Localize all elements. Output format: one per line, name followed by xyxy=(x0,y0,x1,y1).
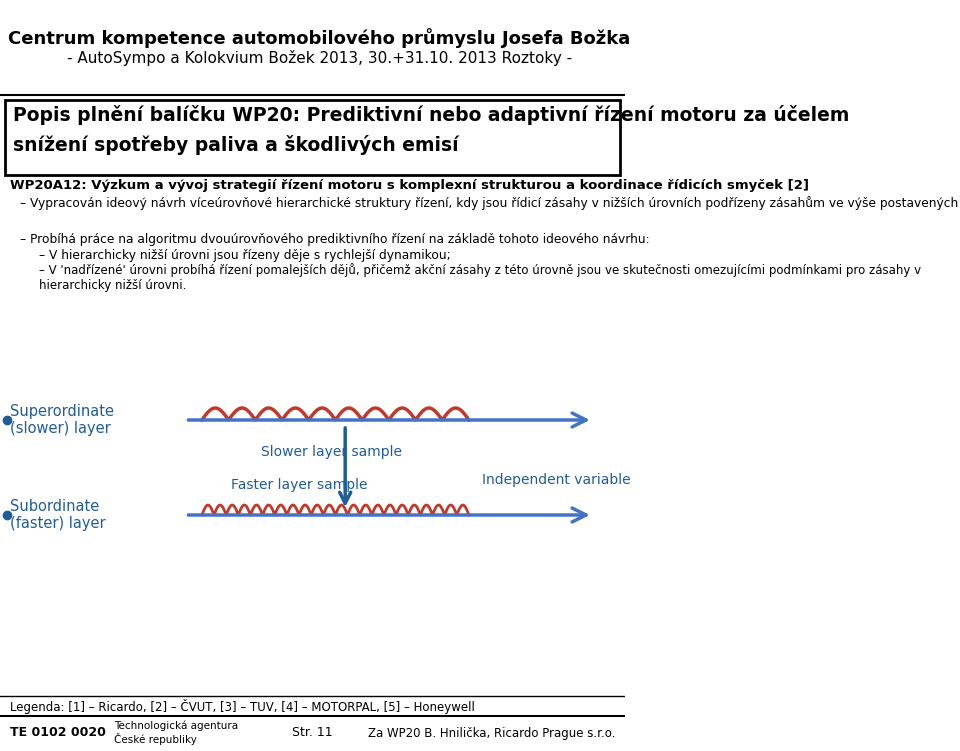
Text: Faster layer sample: Faster layer sample xyxy=(231,478,368,492)
Text: Legenda: [1] – Ricardo, [2] – ČVUT, [3] – TUV, [4] – MOTORPAL, [5] – Honeywell: Legenda: [1] – Ricardo, [2] – ČVUT, [3] … xyxy=(10,698,474,713)
Text: TE 0102 0020: TE 0102 0020 xyxy=(10,726,106,740)
Text: – Probíhá práce na algoritmu dvouúrovňového prediktivního řízení na základě toho: – Probíhá práce na algoritmu dvouúrovňov… xyxy=(19,234,649,246)
Text: Centrum kompetence automobilového průmyslu Josefa Božka: Centrum kompetence automobilového průmys… xyxy=(8,28,631,48)
Text: – V hierarchicky nižší úrovni jsou řízeny děje s rychlejší dynamikou;: – V hierarchicky nižší úrovni jsou řízen… xyxy=(39,249,450,263)
Text: – V 'nadřízené' úrovni probíhá řízení pomalejších dějů, přičemž akční zásahy z t: – V 'nadřízené' úrovni probíhá řízení po… xyxy=(39,264,922,292)
Text: Subordinate
(faster) layer: Subordinate (faster) layer xyxy=(10,499,106,531)
Text: WP20A12: Výzkum a vývoj strategií řízení motoru s komplexní strukturou a koordin: WP20A12: Výzkum a vývoj strategií řízení… xyxy=(10,179,808,192)
FancyBboxPatch shape xyxy=(5,100,620,175)
Text: Technologická agentura
České republiky: Technologická agentura České republiky xyxy=(114,721,238,745)
Text: Slower layer sample: Slower layer sample xyxy=(260,445,401,459)
Text: - AutoSympo a Kolokvium Božek 2013, 30.+31.10. 2013 Roztoky -: - AutoSympo a Kolokvium Božek 2013, 30.+… xyxy=(66,50,572,66)
Text: Str. 11: Str. 11 xyxy=(292,726,333,740)
Text: Za WP20 B. Hnilička, Ricardo Prague s.r.o.: Za WP20 B. Hnilička, Ricardo Prague s.r.… xyxy=(368,726,615,740)
Text: Popis plnění balíčku WP20: Prediktivní nebo adaptivní řízení motoru za účelem: Popis plnění balíčku WP20: Prediktivní n… xyxy=(13,105,850,125)
Text: Independent variable: Independent variable xyxy=(482,473,631,487)
Text: snížení spotřeby paliva a škodlivých emisí: snížení spotřeby paliva a škodlivých emi… xyxy=(13,135,459,155)
Text: Superordinate
(slower) layer: Superordinate (slower) layer xyxy=(10,404,114,436)
Text: – Vypracován ideový návrh víceúrovňové hierarchické struktury řízení, kdy jsou ř: – Vypracován ideový návrh víceúrovňové h… xyxy=(19,196,960,210)
